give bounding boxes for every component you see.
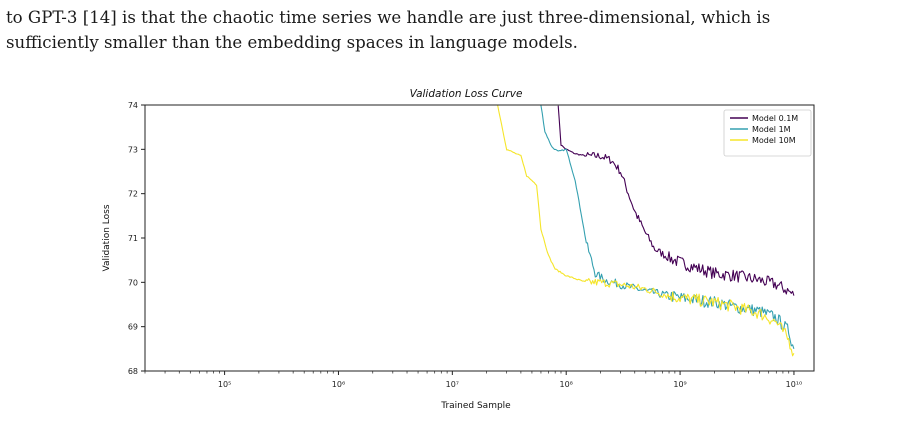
y-tick-label: 74	[128, 101, 138, 110]
y-tick-label: 72	[128, 190, 138, 199]
paragraph-line-2: sufficiently smaller than the embedding …	[6, 33, 578, 52]
plot-frame	[144, 104, 815, 372]
y-tick-label: 68	[128, 367, 138, 376]
legend-label: Model 1M	[752, 125, 791, 134]
plot-lines	[497, 105, 795, 357]
x-tick-label: 10⁶	[332, 380, 345, 389]
body-paragraph: to GPT-3 [14] is that the chaotic time s…	[6, 5, 909, 55]
series-line-1	[540, 105, 795, 349]
y-tick-label: 69	[128, 323, 138, 332]
y-tick-label: 70	[128, 278, 138, 287]
x-axis-label: Trained Sample	[440, 401, 511, 411]
chart-title: Validation Loss Curve	[410, 88, 523, 100]
x-tick-label: 10⁸	[560, 380, 573, 389]
paragraph-line-1: to GPT-3 [14] is that the chaotic time s…	[6, 8, 771, 27]
y-axis-ticks: 68 69 70 71 72 73 74	[128, 101, 145, 376]
x-tick-label: 10⁹	[673, 380, 686, 389]
y-tick-label: 71	[128, 234, 138, 243]
x-tick-label: 10⁷	[446, 380, 459, 389]
chart-legend: Model 0.1M Model 1M Model 10M	[723, 109, 812, 157]
y-axis-label: Validation Loss	[102, 204, 112, 271]
x-tick-label: 10⁵	[218, 380, 231, 389]
legend-label: Model 10M	[752, 136, 796, 145]
series-line-2	[497, 105, 795, 357]
x-axis-ticks: 10⁵ 10⁶ 10⁷ 10⁸ 10⁹ 10¹⁰	[144, 371, 803, 389]
y-tick-label: 73	[128, 145, 138, 154]
x-tick-label: 10¹⁰	[786, 380, 803, 389]
legend-box	[723, 109, 812, 157]
legend-label: Model 0.1M	[752, 114, 798, 123]
series-line-0	[557, 105, 795, 296]
